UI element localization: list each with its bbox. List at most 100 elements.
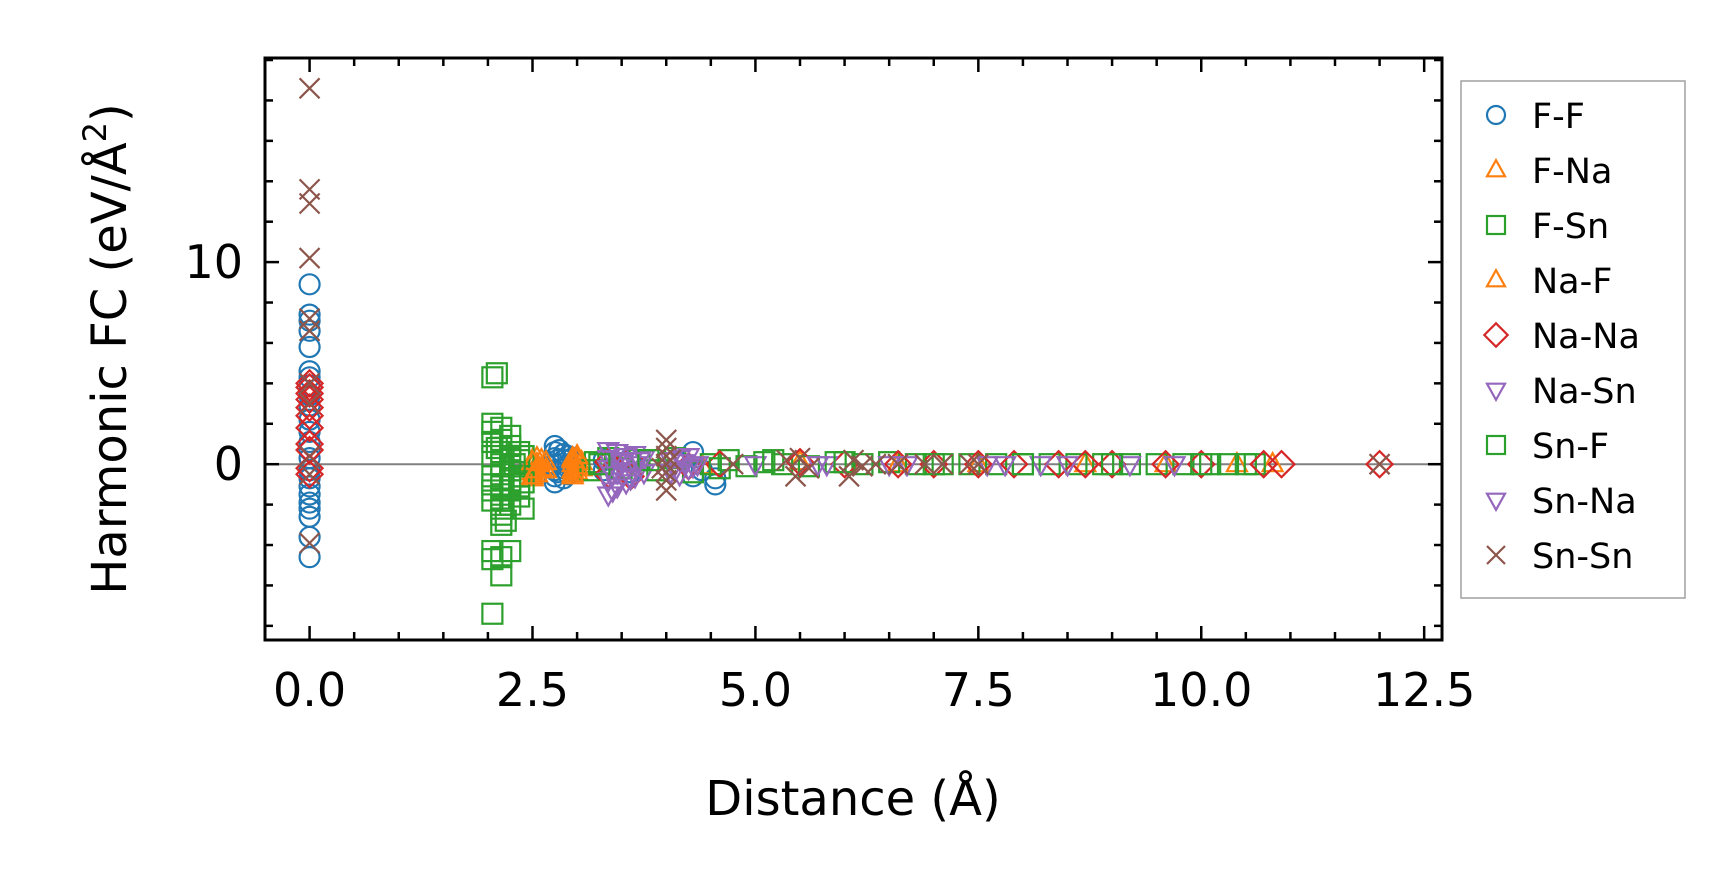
data-point-na-na [883,449,913,479]
data-point-sn-na [681,458,705,480]
legend-frame [1460,80,1686,599]
data-point-na-f [529,446,554,469]
series-sn-sn [298,77,1391,554]
x-tick-label: 5.0 [719,663,792,717]
data-point-f-sn [851,453,874,476]
data-point-sn-na [805,456,830,478]
data-point-sn-f [1100,453,1124,476]
data-point-sn-na [672,454,696,476]
data-point-na-na [1151,449,1181,479]
data-point-sn-na [627,452,652,474]
data-point-sn-f [588,453,611,476]
data-point-sn-sn [298,372,321,395]
data-point-sn-sn [784,465,807,488]
data-point-f-na [534,448,558,471]
data-point-f-sn [499,539,522,563]
data-point-sn-sn [655,429,678,451]
legend-label: Na-F [1532,262,1612,302]
data-point-f-f [298,319,321,342]
legend-marker-na-f [1485,267,1507,288]
y-axis-label: Harmonic FC (eV/Å2) [76,103,138,595]
data-point-sn-na [600,466,625,488]
data-point-sn-sn [298,178,321,201]
legend-item-f-f: F-F [1485,97,1585,137]
legend-marker-sn-sn [1486,545,1506,565]
legend-label: Sn-Sn [1532,537,1633,577]
legend-item-na-sn: Na-Sn [1485,372,1637,412]
legend-label: Na-Na [1532,317,1640,357]
data-point-sn-sn [655,469,678,492]
data-point-f-f [298,447,321,470]
y-axis-label-close: ) [82,103,138,122]
data-point-sn-sn [842,449,865,471]
legend-items: F-F F-Na F-Sn Na-F Na-Na Na-Sn Sn-F Sn-Na Sn-Sn [1482,97,1640,577]
data-point-sn-sn [914,453,936,475]
series-sn-f [481,436,1213,532]
legend-label: F-F [1532,97,1585,137]
data-point-sn-na [1162,456,1187,478]
data-point-sn-sn [659,449,682,471]
legend: F-F F-Na F-Sn Na-F Na-Na Na-Sn Sn-F Sn-Na Sn-Sn [1460,80,1686,599]
data-point-sn-f [481,473,504,496]
data-point-na-na [963,449,993,479]
data-point-sn-sn [298,532,321,554]
legend-label: Sn-F [1532,427,1609,467]
data-point-sn-sn [298,77,321,100]
data-point-na-sn [743,456,768,478]
legend-item-na-f: Na-F [1485,262,1612,302]
data-point-na-na [295,368,325,398]
x-tick-label: 0.0 [273,663,346,717]
legend-item-sn-f: Sn-F [1485,427,1609,467]
data-point-f-sn [485,362,508,385]
data-point-f-sn [1065,453,1088,476]
legend-marker-f-sn [1485,214,1507,236]
data-point-f-sn [1145,453,1168,476]
data-point-na-na [1365,449,1395,479]
data-point-f-na [565,459,589,481]
data-point-na-sn [1118,456,1142,478]
data-point-sn-f [503,453,526,476]
data-point-sn-sn [775,449,798,471]
data-point-f-sn [1216,453,1240,476]
data-point-f-sn [1172,453,1195,476]
data-point-sn-f [485,436,508,460]
tick-labels: 0.0 2.5 5.0 7.5 10.0 12.5 0 10 [184,235,1475,717]
data-point-f-sn [985,453,1008,476]
data-point-sn-f [1011,453,1035,476]
data-point-sn-sn [298,392,321,415]
x-axis-label: Distance (Å) [705,770,1000,827]
data-point-na-sn [975,456,1000,478]
data-point-na-na [919,449,949,479]
data-point-sn-na [1055,456,1080,478]
x-tick-label: 2.5 [496,663,569,717]
data-point-sn-sn [298,247,321,269]
legend-label: F-Sn [1532,207,1609,247]
data-point-sn-sn [722,453,744,475]
data-point-sn-sn [1368,453,1391,475]
data-point-na-sn [1028,456,1053,478]
data-point-na-na [295,435,325,465]
y-tick-label: 10 [184,235,243,289]
y-axis-label-superscript: 2 [76,122,114,142]
data-point-sn-sn [298,445,321,467]
data-point-sn-f [1190,453,1213,476]
data-point-na-f [525,456,549,479]
data-point-sn-f [637,449,660,472]
data-point-f-sn [508,440,531,464]
legend-item-f-na: F-Na [1485,152,1612,192]
data-point-sn-sn [851,455,874,477]
x-tick-label: 12.5 [1373,663,1475,717]
data-point-sn-sn [967,453,990,475]
data-point-f-sn [481,602,504,625]
data-point-na-sn [596,486,621,508]
legend-label: F-Na [1532,152,1612,192]
data-point-sn-sn [958,453,981,475]
plot-frame [263,56,1444,642]
data-point-na-na [295,413,325,443]
data-point-f-f [298,505,321,528]
legend-item-na-na: Na-Na [1482,317,1640,357]
legend-marker-sn-f [1485,434,1507,456]
legend-marker-sn-na [1485,492,1507,513]
data-point-na-sn [895,456,919,478]
data-point-f-f [298,483,321,506]
